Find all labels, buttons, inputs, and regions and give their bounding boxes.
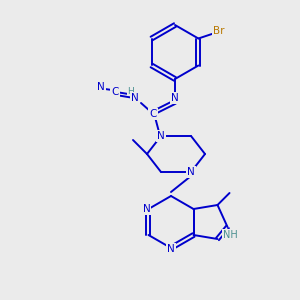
Text: N: N [157,131,165,141]
Text: N: N [131,93,139,103]
Text: NH: NH [223,230,238,240]
Text: N: N [187,167,195,177]
Text: Br: Br [213,26,224,37]
Text: N: N [167,244,175,254]
Text: N: N [142,204,150,214]
Text: C: C [149,109,157,119]
Text: H: H [128,86,134,95]
Text: C: C [111,87,119,97]
Text: N: N [97,82,105,92]
Text: N: N [171,93,179,103]
